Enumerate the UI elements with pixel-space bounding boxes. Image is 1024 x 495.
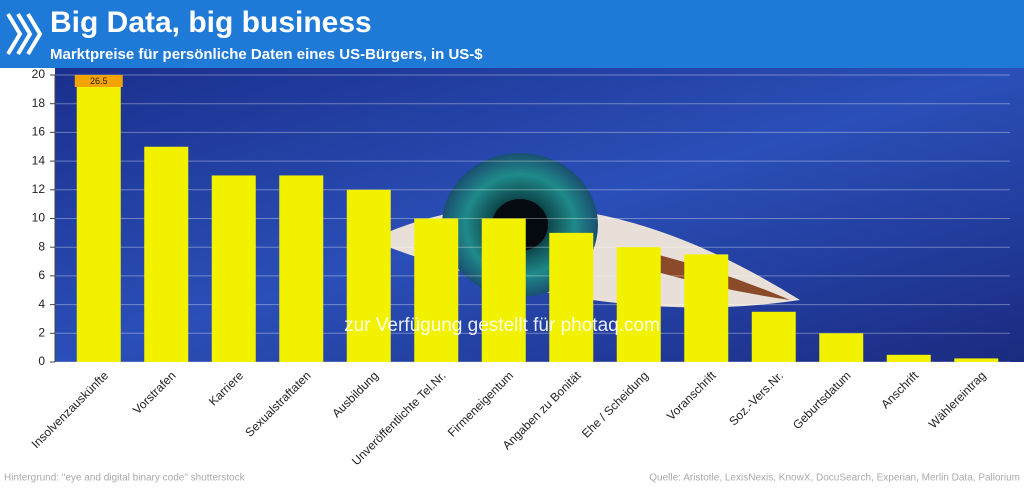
- header-band: [0, 0, 1024, 68]
- x-tick-label: Voranschrift: [664, 368, 719, 423]
- bar: [954, 358, 999, 362]
- y-tick-label: 4: [38, 297, 45, 311]
- bar: [751, 311, 796, 362]
- x-tick-label: Soz.-Vers.Nr.: [726, 368, 786, 428]
- y-tick-label: 2: [38, 325, 45, 339]
- bar: [211, 175, 256, 362]
- value-label-box: [74, 75, 123, 87]
- y-tick-label: 18: [32, 96, 46, 110]
- bar: [346, 189, 391, 362]
- bar: [684, 254, 729, 362]
- y-tick-label: 12: [32, 182, 46, 196]
- bar: [886, 354, 931, 362]
- x-tick-label: Karriere: [206, 368, 246, 408]
- logo: [6, 12, 43, 56]
- bar: [616, 247, 661, 362]
- bar: [279, 175, 324, 362]
- background-note: Hintergrund: "eye and digital binary cod…: [4, 473, 246, 484]
- chart-subtitle: Marktpreise für persönliche Daten eines …: [50, 46, 483, 63]
- bar: [549, 232, 594, 362]
- y-tick-label: 0: [38, 354, 45, 368]
- y-tick-label: 14: [32, 153, 46, 167]
- x-tick-label: Geburtsdatum: [790, 368, 854, 432]
- bar: [481, 218, 526, 362]
- y-tick-label: 8: [38, 239, 45, 253]
- y-tick-label: 16: [32, 125, 46, 139]
- source: Quelle: Aristotle, LexisNexis, KnowX, Do…: [649, 473, 1020, 484]
- x-tick-label: Ausbildung: [329, 368, 381, 420]
- x-tick-label: Sexualstraftaten: [242, 368, 313, 439]
- value-label: 26.5: [90, 76, 108, 86]
- chart-title: Big Data, big business: [50, 6, 372, 39]
- y-tick-label: 20: [32, 67, 46, 81]
- y-tick-label: 10: [32, 211, 46, 225]
- x-tick-label: Vorstrafen: [130, 368, 179, 417]
- bar: [414, 218, 459, 362]
- x-tick-label: Anschrift: [878, 368, 921, 411]
- x-tick-label: Ehe / Scheidung: [579, 368, 651, 440]
- x-tick-label: Insolvenzauskünfte: [29, 368, 112, 451]
- watermark: zur Verfügung gestellt für photaq.com: [344, 315, 660, 336]
- x-tick-label: Firmeneigentum: [445, 368, 516, 439]
- bar: [819, 333, 864, 362]
- bar: [76, 75, 121, 362]
- bar: [144, 146, 189, 362]
- y-tick-label: 6: [38, 268, 45, 282]
- x-tick-label: Wählereintrag: [926, 368, 989, 431]
